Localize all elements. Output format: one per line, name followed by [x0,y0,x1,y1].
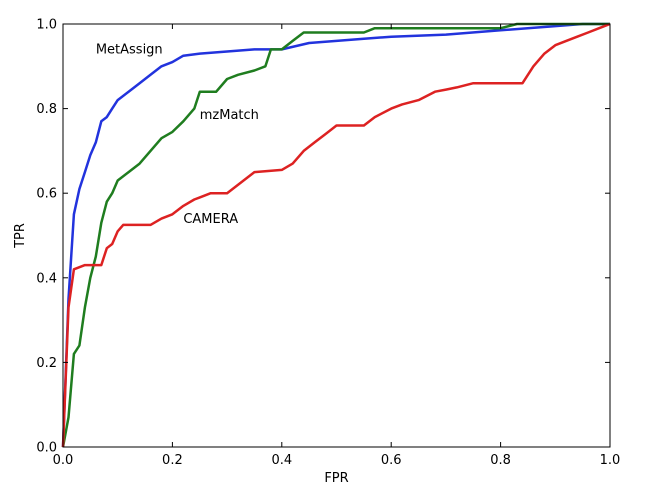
x-tick-label: 1.0 [600,453,621,468]
y-tick-label: 1.0 [36,18,57,33]
x-tick-label: 0.8 [490,453,511,468]
y-axis-label: TPR [13,223,28,249]
y-tick-label: 0.2 [36,356,57,371]
y-tick-label: 0.8 [36,102,57,117]
x-tick-label: 0.4 [271,453,292,468]
axes-border [62,23,611,448]
annotation-mzmatch: mzMatch [200,108,259,123]
series-line-camera [61,22,611,448]
y-tick-label: 0.6 [36,187,57,202]
x-tick-label: 0.0 [53,453,74,468]
plot-area [63,24,610,447]
series-layer [61,22,611,448]
annotation-metassign: MetAssign [96,43,163,58]
y-ticks: 0.0 0.2 0.4 0.6 0.8 1.0 [36,18,610,456]
y-tick-label: 0.4 [36,271,57,286]
series-line-metassign [61,22,610,448]
series-line-mzmatch [61,22,610,448]
annotations-layer: MetAssign mzMatch CAMERA [96,43,259,227]
annotation-camera: CAMERA [183,212,238,227]
y-tick-label: 0.0 [36,441,57,456]
x-tick-label: 0.2 [162,453,183,468]
x-ticks: 0.0 0.2 0.4 0.6 0.8 1.0 [53,24,621,468]
x-tick-label: 0.6 [381,453,402,468]
x-axis-label: FPR [324,471,348,486]
plot-frame [63,24,610,447]
